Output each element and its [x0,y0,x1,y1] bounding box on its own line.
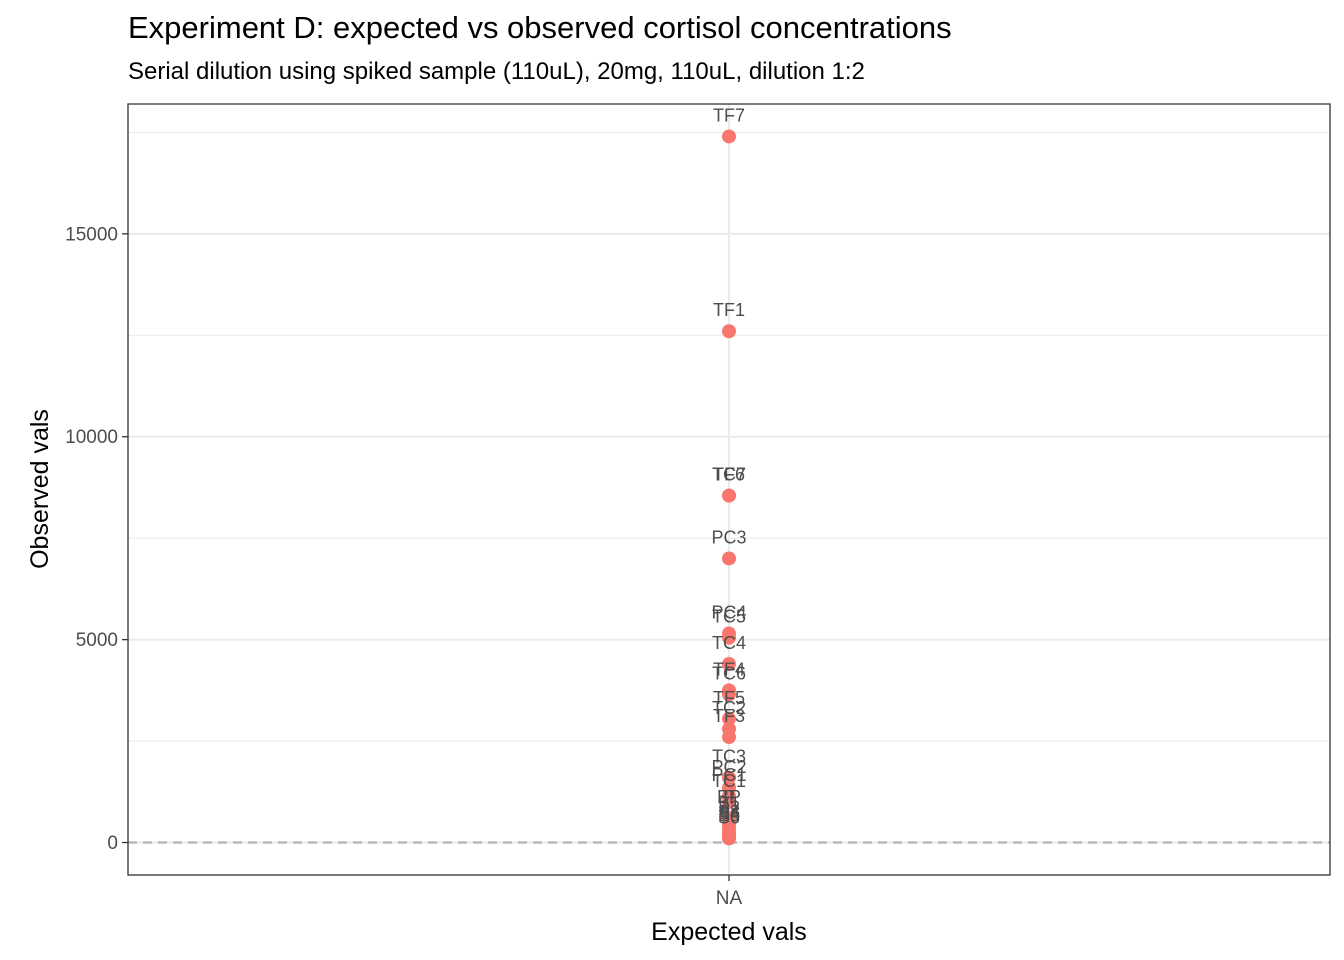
point-label-s6: S6 [718,807,740,827]
data-point-tf1 [722,324,736,339]
point-label-pc3: PC3 [711,527,746,547]
chart-subtitle: Serial dilution using spiked sample (110… [128,58,865,85]
data-point-tc4 [722,656,736,671]
point-label-p: P [723,787,735,807]
point-label-bp: BP [717,787,741,807]
y-tick-label: 15000 [65,224,118,245]
chart-title: Experiment D: expected vs observed corti… [128,10,952,45]
y-tick-label: 0 [107,833,118,854]
data-point-pc3 [722,551,736,566]
data-points [722,129,736,846]
point-label-tc7: TC7 [712,465,746,485]
point-label-pc4: PC4 [711,603,746,623]
y-tick-label: 5000 [76,630,118,651]
point-label-pc2: PC2 [711,757,746,777]
point-label-tc5: TC5 [712,607,746,627]
point-label-tf1: TF1 [713,300,745,320]
data-point-tc1 [722,794,736,809]
point-label-pc1: PC1 [711,765,746,785]
data-point-tf3 [722,730,736,745]
point-label-tc3: TC3 [712,747,746,767]
point-label-tc6: TC6 [712,663,746,683]
point-label-s4: S4 [718,803,740,823]
point-label-s3: S3 [718,801,740,821]
point-label-tc1: TC1 [712,771,746,791]
point-label-s1: S1 [718,793,740,813]
point-label-tf6: TF6 [713,465,745,485]
point-label-tf3: TF3 [713,706,745,726]
data-point-tf5 [722,711,736,726]
point-label-tf7: TF7 [713,105,745,125]
y-axis-title: Observed vals [26,409,54,569]
axes: 0 5000 10000 15000 NA [65,224,742,909]
x-tick-label: NA [716,888,743,909]
point-label-tc4: TC4 [712,633,746,653]
point-label-tf5: TF5 [713,688,745,708]
point-label-s5: S5 [718,805,740,825]
point-label-tf4: TF4 [713,659,745,679]
x-axis-title: Expected vals [651,918,807,946]
point-label-s2: S2 [718,797,740,817]
data-point-tc3 [722,770,736,785]
data-point-tc5 [722,630,736,645]
data-point-tf6 [722,488,736,503]
point-label-tc2: TC2 [712,698,746,718]
data-point-tf7 [722,129,736,144]
data-point-s6 [722,831,736,846]
data-point-tc6 [722,687,736,702]
y-tick-label: 10000 [65,427,118,448]
